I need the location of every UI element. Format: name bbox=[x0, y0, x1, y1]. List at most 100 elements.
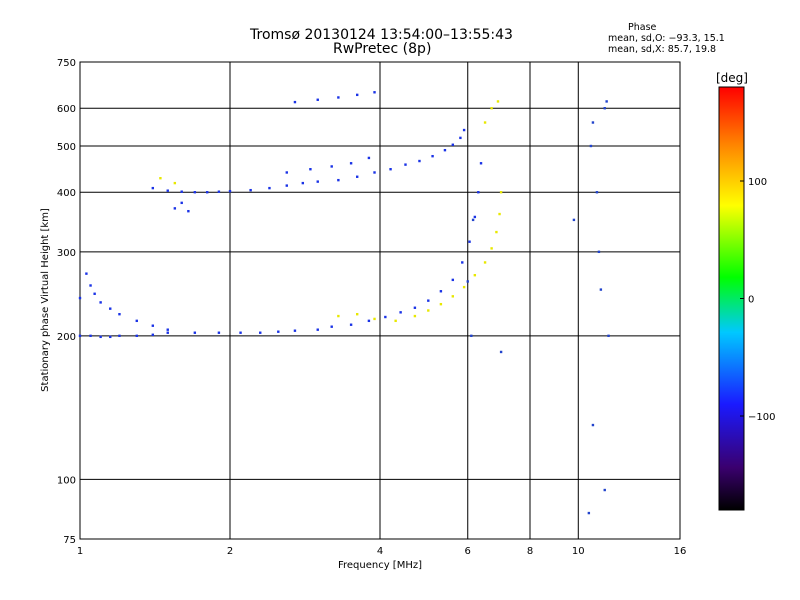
data-point bbox=[85, 272, 88, 275]
colorbar bbox=[718, 86, 745, 511]
data-point bbox=[316, 98, 319, 101]
data-point bbox=[591, 423, 595, 427]
data-point bbox=[599, 288, 603, 291]
data-point bbox=[217, 190, 221, 193]
phase-stats-o: mean, sd,O: −93.3, 15.1 bbox=[608, 33, 725, 44]
data-point bbox=[498, 212, 501, 216]
data-point bbox=[496, 100, 500, 103]
data-point bbox=[151, 333, 155, 336]
data-point bbox=[166, 331, 169, 334]
data-point bbox=[89, 334, 92, 338]
data-point bbox=[490, 247, 493, 250]
colorbar-tick-label: 0 bbox=[748, 295, 754, 306]
data-point bbox=[413, 314, 417, 318]
data-point bbox=[99, 335, 102, 339]
data-point bbox=[151, 186, 155, 190]
data-point bbox=[367, 319, 371, 323]
y-tick-label: 500 bbox=[57, 142, 76, 153]
data-point bbox=[99, 301, 102, 304]
data-point bbox=[180, 190, 183, 193]
data-point bbox=[355, 93, 359, 97]
data-point bbox=[399, 311, 402, 314]
data-point bbox=[166, 189, 169, 192]
data-point bbox=[499, 350, 503, 354]
data-point bbox=[605, 100, 608, 103]
data-point bbox=[217, 331, 221, 334]
data-point bbox=[439, 290, 443, 293]
colorbar-tick-label: 100 bbox=[748, 177, 767, 188]
data-point bbox=[193, 191, 197, 194]
data-point bbox=[466, 280, 469, 283]
data-point bbox=[187, 209, 190, 213]
data-point bbox=[603, 107, 606, 110]
data-point bbox=[166, 328, 169, 331]
data-point bbox=[118, 312, 121, 316]
data-point bbox=[477, 191, 480, 194]
data-point bbox=[355, 175, 359, 178]
data-point bbox=[495, 230, 498, 234]
data-point bbox=[443, 148, 447, 152]
data-point bbox=[228, 189, 232, 193]
data-point bbox=[78, 296, 82, 300]
data-point bbox=[173, 207, 177, 210]
data-point bbox=[461, 261, 464, 264]
data-point bbox=[109, 307, 112, 310]
x-tick-label: 2 bbox=[227, 546, 233, 557]
data-point bbox=[499, 191, 503, 194]
data-point bbox=[413, 306, 417, 309]
data-point bbox=[316, 328, 319, 331]
data-point bbox=[309, 168, 312, 171]
data-point bbox=[427, 309, 430, 312]
data-point bbox=[277, 330, 280, 333]
data-point bbox=[373, 91, 376, 94]
data-point bbox=[589, 144, 593, 148]
data-point bbox=[285, 184, 288, 187]
data-point bbox=[173, 181, 177, 185]
data-point bbox=[349, 162, 353, 165]
data-point bbox=[293, 329, 297, 332]
data-point bbox=[78, 334, 82, 338]
data-point bbox=[135, 319, 138, 323]
data-point bbox=[93, 292, 96, 295]
data-point bbox=[239, 331, 242, 334]
data-point bbox=[373, 171, 376, 174]
data-point bbox=[591, 121, 595, 124]
data-point bbox=[316, 180, 319, 183]
data-point bbox=[595, 191, 599, 194]
chart-title: Tromsø 20130124 13:54:00–13:55:43 bbox=[250, 27, 513, 43]
x-axis-label: Frequency [MHz] bbox=[338, 560, 422, 571]
data-point bbox=[587, 511, 591, 515]
data-point bbox=[373, 317, 376, 321]
data-point bbox=[389, 168, 392, 171]
data-point bbox=[180, 201, 183, 205]
data-point bbox=[118, 334, 121, 338]
data-point bbox=[268, 186, 271, 190]
data-point bbox=[597, 250, 601, 254]
data-point bbox=[330, 165, 333, 168]
data-point bbox=[293, 100, 297, 104]
data-point bbox=[109, 335, 112, 339]
data-point bbox=[337, 314, 340, 318]
data-point bbox=[349, 323, 353, 326]
data-point bbox=[572, 218, 576, 222]
y-tick-label: 75 bbox=[63, 535, 76, 546]
y-tick-label: 300 bbox=[57, 248, 76, 259]
data-point bbox=[394, 319, 397, 323]
data-point bbox=[431, 154, 434, 158]
data-point bbox=[451, 295, 455, 298]
y-axis-label: Stationary phase Virtual Height [km] bbox=[40, 208, 51, 392]
data-point bbox=[471, 218, 475, 222]
data-point bbox=[205, 191, 209, 194]
data-point bbox=[89, 284, 92, 287]
x-tick-label: 1 bbox=[77, 546, 83, 557]
x-tick-label: 6 bbox=[465, 546, 471, 557]
data-point bbox=[490, 107, 493, 110]
data-point bbox=[404, 163, 407, 166]
data-point bbox=[427, 299, 430, 302]
data-point bbox=[259, 331, 262, 334]
phase-heading: Phase bbox=[628, 22, 657, 33]
axis-ticks: 1 2 4 6 8 10 16 75 100 200 300 400 500 600 750 bbox=[57, 58, 686, 557]
data-point bbox=[249, 188, 252, 192]
data-point bbox=[483, 121, 487, 124]
